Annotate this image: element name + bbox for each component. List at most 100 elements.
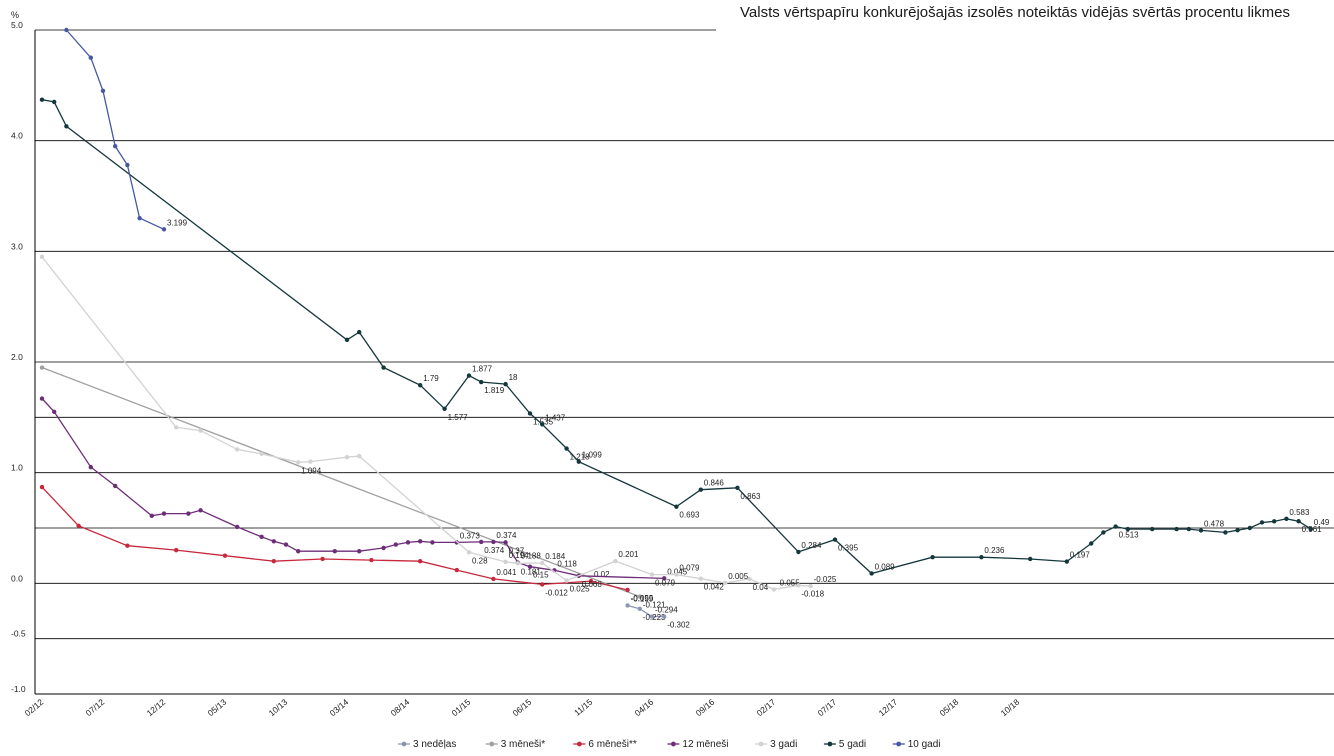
legend-label: 10 gadi [908, 739, 941, 750]
data-point [442, 406, 447, 412]
data-point [576, 459, 581, 464]
data-point [174, 547, 179, 553]
data-point [515, 561, 520, 566]
series-line [41, 366, 641, 598]
data-point [137, 215, 142, 221]
data-point [625, 603, 630, 608]
data-label: 0.079 [679, 564, 700, 573]
data-label: 0.395 [838, 544, 859, 553]
data-label: 18 [509, 373, 518, 382]
legend-marker [896, 741, 902, 747]
data-point [832, 537, 838, 542]
data-label: 1.437 [545, 413, 566, 422]
data-point [625, 587, 630, 593]
data-point [649, 614, 655, 619]
data-point [1174, 526, 1179, 532]
data-label: -0.223 [643, 613, 666, 622]
data-label: 1.877 [472, 365, 493, 374]
x-tick-label: 12/17 [877, 697, 900, 719]
data-point [1150, 526, 1155, 532]
data-label: 0.089 [875, 562, 896, 571]
data-label: 0.374 [496, 531, 517, 540]
x-tick-label: 07/12 [84, 697, 107, 719]
data-point [235, 447, 240, 452]
legend-label: 3 mēneši* [501, 739, 546, 750]
data-point [564, 446, 569, 451]
data-point [491, 576, 496, 582]
data-label: 1.094 [301, 466, 322, 475]
data-point [418, 559, 423, 564]
data-point [39, 396, 45, 401]
data-point [698, 487, 703, 492]
x-tick-label: 08/14 [389, 697, 412, 719]
data-label: 0.197 [1070, 551, 1091, 560]
series-line [41, 256, 811, 591]
data-point [930, 555, 935, 560]
data-point [1223, 530, 1228, 535]
legend-label: 3 gadi [770, 739, 797, 750]
data-point [1064, 559, 1070, 564]
data-label: 0.846 [704, 479, 725, 488]
data-point [113, 483, 118, 489]
x-tick-label: 02/17 [755, 697, 778, 719]
data-point [357, 329, 362, 335]
legend-marker [758, 741, 764, 747]
data-point [283, 542, 289, 547]
data-point [39, 484, 45, 490]
x-tick-label: 05/13 [206, 697, 229, 719]
data-point [771, 587, 777, 592]
data-point [649, 572, 655, 577]
data-point [235, 524, 240, 530]
data-point [271, 539, 276, 544]
data-point [662, 614, 667, 619]
data-point [869, 571, 874, 576]
data-point [979, 555, 984, 560]
data-point [39, 365, 45, 370]
data-label: 0.236 [984, 546, 1005, 555]
data-label: 0.583 [1289, 508, 1310, 517]
y-tick-label: -1.0 [11, 684, 26, 694]
data-label: -0.012 [545, 588, 568, 597]
x-tick-label: 04/16 [633, 697, 656, 719]
data-point [1028, 556, 1033, 562]
data-point [527, 411, 533, 416]
data-point [564, 578, 569, 583]
data-label: 0.478 [1204, 519, 1225, 528]
data-point [113, 144, 118, 149]
data-point [161, 511, 167, 516]
legend-marker [671, 741, 676, 747]
data-point [100, 88, 106, 94]
data-label: 1.099 [582, 451, 603, 460]
data-point [198, 508, 203, 513]
data-point [271, 559, 276, 564]
data-point [222, 553, 228, 558]
data-point [357, 549, 362, 554]
legend-marker [577, 741, 582, 747]
series-line [41, 398, 665, 580]
data-label: 0.184 [545, 552, 566, 561]
series-line [41, 486, 628, 591]
data-point [52, 99, 57, 105]
x-tick-label: 07/17 [816, 697, 839, 719]
data-point [381, 365, 386, 370]
data-point [540, 422, 545, 427]
data-point [540, 560, 545, 566]
data-point [125, 543, 130, 548]
data-point [64, 124, 69, 129]
data-point [1186, 526, 1192, 532]
data-point [52, 409, 57, 414]
data-point [1101, 530, 1106, 535]
data-point [796, 583, 801, 588]
data-point [1296, 519, 1301, 524]
data-label: 0.005 [728, 572, 749, 581]
data-label: 1.79 [423, 374, 439, 383]
data-label: 0.118 [557, 559, 577, 568]
y-tick-label: 1.0 [11, 463, 23, 473]
data-point [405, 540, 411, 545]
data-label: 0.188 [521, 552, 542, 561]
data-point [344, 454, 350, 460]
data-point [259, 534, 264, 540]
data-point [430, 540, 435, 545]
data-label: 0.373 [460, 531, 481, 540]
data-label: 0.181 [521, 567, 542, 576]
